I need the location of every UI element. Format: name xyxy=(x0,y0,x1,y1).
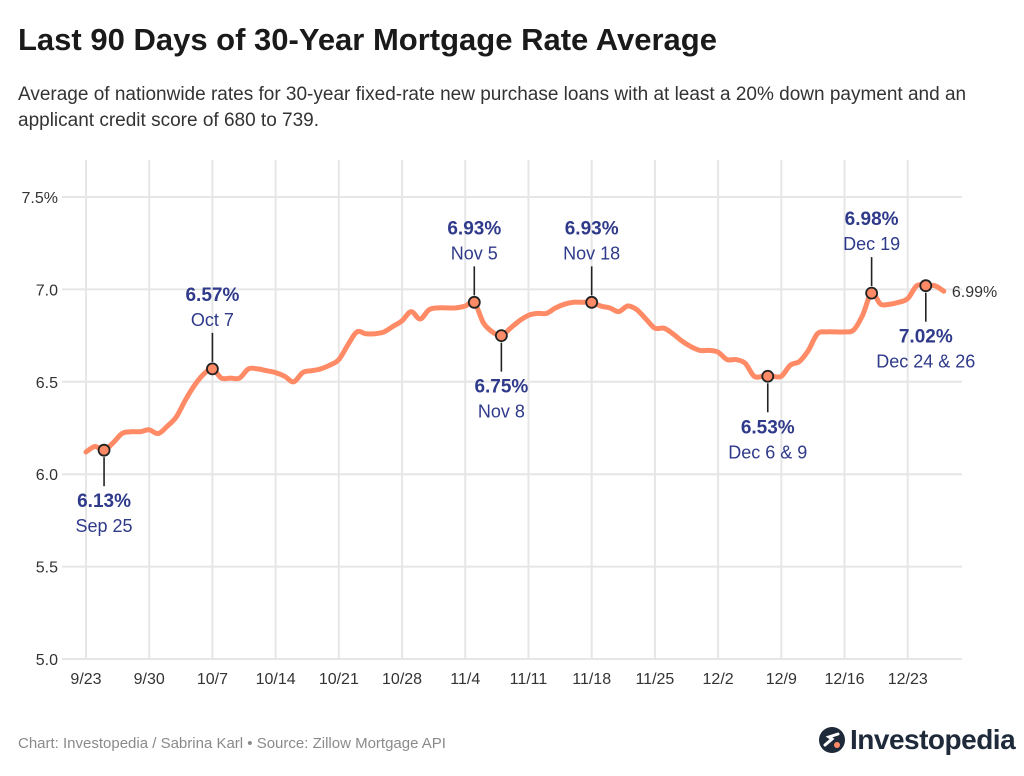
annotation-value: 6.98% xyxy=(845,209,899,230)
chart-title: Last 90 Days of 30-Year Mortgage Rate Av… xyxy=(18,22,717,57)
investopedia-logo: Investopedia xyxy=(818,724,1016,756)
logo-wordmark: Investopedia xyxy=(850,724,1016,755)
rate-line xyxy=(83,282,947,455)
x-tick-label: 12/23 xyxy=(888,671,928,688)
annotation-marker xyxy=(206,362,219,376)
x-tick-label: 10/14 xyxy=(256,671,296,688)
annotation-value: 6.13% xyxy=(77,491,131,512)
x-tick-label: 11/18 xyxy=(572,671,611,688)
x-tick-label: 11/25 xyxy=(635,671,674,688)
annotation-value: 6.93% xyxy=(447,218,501,239)
annotation-date: Dec 6 & 9 xyxy=(728,442,807,462)
x-tick-label: 12/16 xyxy=(824,671,864,688)
x-tick-label: 11/4 xyxy=(450,671,480,688)
annotation: 6.93% Nov 18 xyxy=(563,218,620,309)
annotation-date: Nov 5 xyxy=(451,243,498,263)
x-tick-label: 9/30 xyxy=(134,671,165,688)
y-tick-label: 7.0 xyxy=(36,282,58,299)
x-tick-label: 10/28 xyxy=(382,671,422,688)
annotations: 6.13% Sep 25 6.57% Oct 7 6.93% Nov 5 6.75% Nov … xyxy=(76,209,976,536)
annotation: 7.02% Dec 24 & 26 xyxy=(876,279,975,372)
y-tick-label: 5.5 xyxy=(36,560,58,577)
y-tick-label: 6.5 xyxy=(36,375,58,392)
x-tick-label: 12/2 xyxy=(703,671,734,688)
annotation-marker xyxy=(494,329,508,343)
annotation: 6.57% Oct 7 xyxy=(185,285,239,376)
x-axis-ticks: 9/23 9/30 10/7 10/14 10/21 10/28 11/4 11/11 11/1… xyxy=(70,671,927,688)
annotation-date: Dec 19 xyxy=(843,234,900,254)
investopedia-logo-icon xyxy=(819,727,845,753)
annotation-marker xyxy=(865,286,879,300)
annotation: 6.75% Nov 8 xyxy=(474,329,528,422)
annotation-marker xyxy=(467,295,481,309)
grid xyxy=(62,160,962,660)
x-tick-label: 9/23 xyxy=(70,671,101,688)
annotation-value: 6.53% xyxy=(741,417,795,438)
y-tick-label: 6.0 xyxy=(36,467,58,484)
x-tick-label: 12/9 xyxy=(766,671,797,688)
annotation: 6.93% Nov 5 xyxy=(447,218,501,309)
annotation-date: Nov 18 xyxy=(563,243,620,263)
x-tick-label: 10/21 xyxy=(319,671,359,688)
annotation-value: 6.93% xyxy=(565,218,619,239)
annotation-marker xyxy=(919,279,933,293)
y-tick-label: 7.5% xyxy=(22,190,58,207)
annotation-marker xyxy=(97,443,111,457)
source-credit: Chart: Investopedia / Sabrina Karl • Sou… xyxy=(18,735,446,752)
annotation: 6.98% Dec 19 xyxy=(843,209,900,300)
annotation-value: 6.75% xyxy=(474,377,528,398)
x-tick-label: 10/7 xyxy=(197,671,228,688)
annotation-value: 7.02% xyxy=(899,327,953,348)
annotation-date: Oct 7 xyxy=(191,310,234,330)
annotation-marker xyxy=(585,295,599,309)
annotation: 6.13% Sep 25 xyxy=(76,443,133,536)
y-tick-label: 5.0 xyxy=(36,652,58,669)
x-tick-label: 11/11 xyxy=(510,671,548,688)
end-value-label: 6.99% xyxy=(952,284,997,301)
y-axis-ticks: 7.5% 7.0 6.5 6.0 5.5 5.0 xyxy=(22,190,59,669)
annotation-marker xyxy=(761,369,775,383)
annotation: 6.53% Dec 6 & 9 xyxy=(728,369,807,462)
annotation-value: 6.57% xyxy=(185,285,239,306)
annotation-date: Sep 25 xyxy=(76,516,133,536)
annotation-date: Dec 24 & 26 xyxy=(876,352,975,372)
chart-subtitle: Average of nationwide rates for 30-year … xyxy=(18,84,967,131)
annotation-date: Nov 8 xyxy=(478,402,525,422)
